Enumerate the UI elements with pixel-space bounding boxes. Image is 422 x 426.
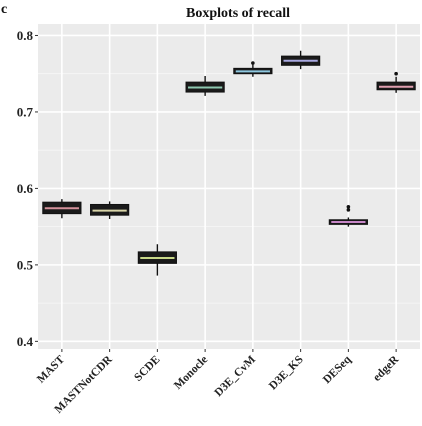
boxes	[42, 50, 416, 276]
box-d3e_ks	[281, 50, 321, 70]
box-deseq	[328, 204, 368, 227]
box-d3e_cvm	[233, 61, 273, 77]
y-axis: 0.4 0.5 0.6 0.7 0.8	[17, 28, 38, 349]
box-mastnotcdr	[90, 201, 130, 219]
chart-title: Boxplots of recall	[186, 6, 290, 21]
y-tick-label: 0.4	[17, 334, 34, 349]
plot-panel	[38, 24, 420, 349]
box-scde	[137, 244, 177, 276]
box-mast	[42, 199, 82, 219]
y-tick-label: 0.5	[17, 257, 34, 272]
panel-label: c	[1, 2, 7, 17]
x-tick-label: MAST	[35, 353, 67, 385]
box-outlier	[394, 71, 398, 76]
x-tick-label: D3E_CvM	[212, 354, 258, 400]
x-tick-label: SCDE	[132, 353, 162, 383]
y-tick-label: 0.7	[17, 104, 34, 119]
y-tick-label: 0.8	[17, 28, 34, 43]
x-tick-label: DESeq	[321, 353, 354, 386]
box-outlier	[346, 208, 351, 212]
x-tick-label: Monocle	[172, 354, 210, 392]
x-tick-label: edgeR	[371, 353, 402, 384]
box-outlier	[251, 61, 255, 65]
y-tick-label: 0.6	[17, 181, 34, 196]
grid-lines	[38, 24, 420, 349]
box-outlier	[346, 204, 351, 209]
x-tick-label: D3E_KS	[267, 354, 306, 393]
box-monocle	[185, 76, 225, 96]
box-edger	[376, 71, 416, 93]
